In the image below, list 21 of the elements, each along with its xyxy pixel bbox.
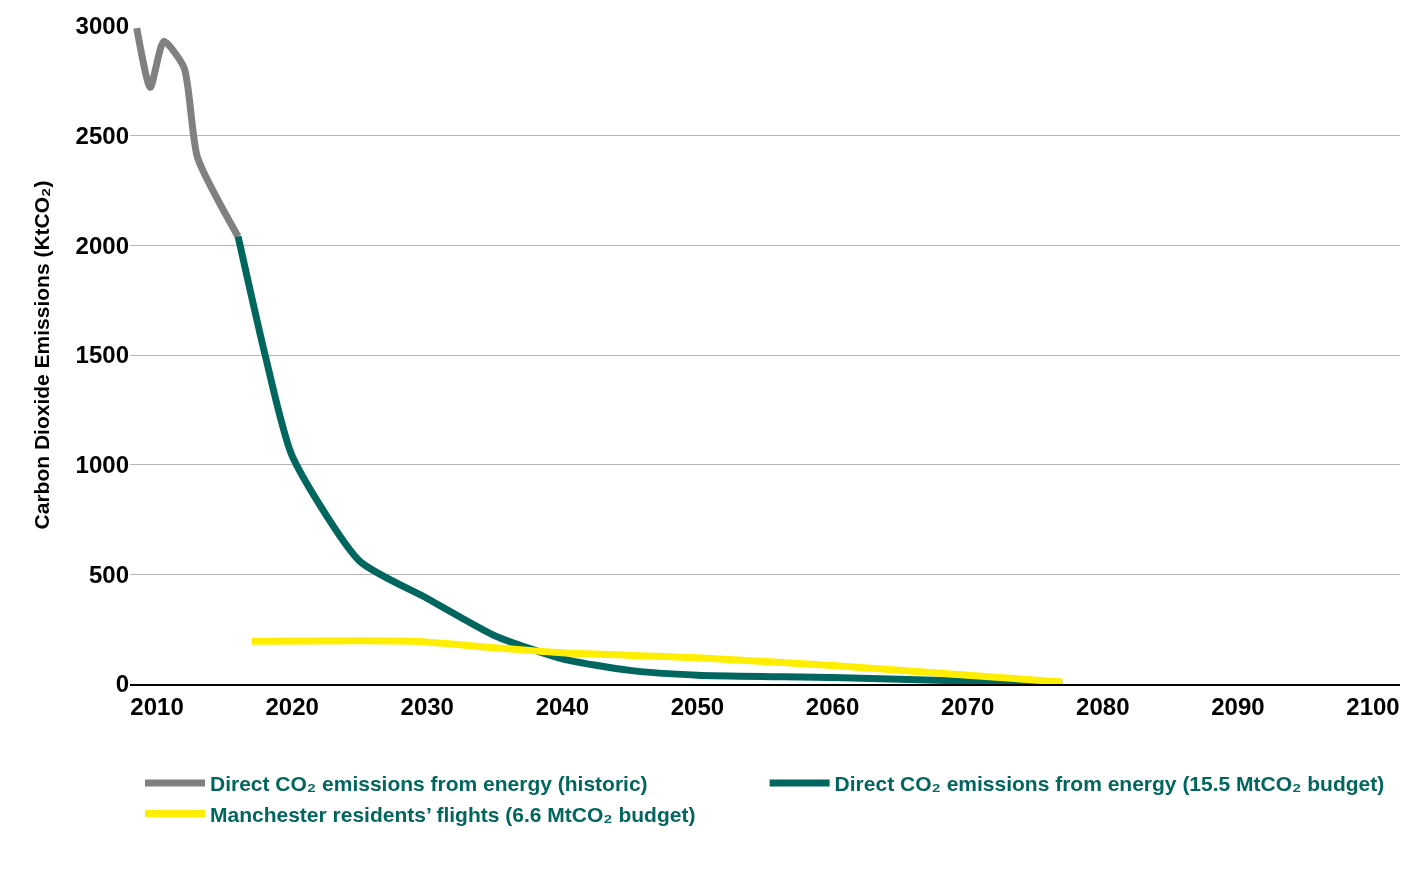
x-tick-label: 2010 xyxy=(130,692,184,720)
y-axis-title: Carbon Dioxide Emissions (KtCO₂) xyxy=(29,180,53,530)
x-tick-label: 2040 xyxy=(535,692,590,720)
legend-label: Direct CO₂ emissions from energy (15.5 MtCO₂ budget) xyxy=(834,772,1385,796)
x-tick-label: 2090 xyxy=(1211,692,1265,720)
x-tick-label: 2050 xyxy=(670,692,725,720)
y-tick-label: 0 xyxy=(115,670,129,698)
legend-label: Direct CO₂ emissions from energy (historic) xyxy=(210,772,648,796)
y-tick-label: 3000 xyxy=(75,12,129,40)
y-tick-label: 1500 xyxy=(75,341,129,369)
x-tick-label: 2060 xyxy=(805,692,860,720)
y-tick-label: 2000 xyxy=(75,231,129,259)
y-tick-label: 500 xyxy=(88,560,129,588)
x-tick-label: 2100 xyxy=(1346,692,1400,720)
y-tick-label: 2500 xyxy=(75,122,129,150)
x-tick-label: 2030 xyxy=(400,692,454,720)
x-tick-label: 2070 xyxy=(940,692,995,720)
x-tick-label: 2080 xyxy=(1076,692,1130,720)
legend-label: Manchester residents’ flights (6.6 MtCO₂ budget) xyxy=(210,802,696,826)
x-tick-label: 2020 xyxy=(265,692,319,720)
y-tick-label: 1000 xyxy=(75,451,129,479)
